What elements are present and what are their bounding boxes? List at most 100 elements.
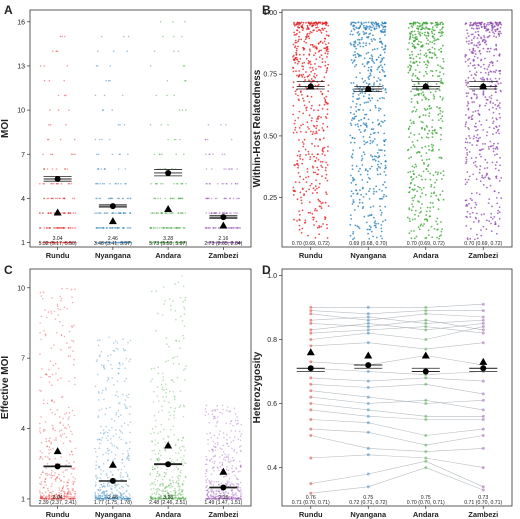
data-point xyxy=(434,171,437,174)
data-point xyxy=(111,367,113,370)
data-point xyxy=(178,479,180,482)
data-point xyxy=(129,431,131,434)
data-point xyxy=(159,483,162,486)
data-point xyxy=(318,65,320,68)
data-point xyxy=(413,196,416,199)
data-point xyxy=(40,441,43,444)
data-point xyxy=(149,474,152,476)
data-point xyxy=(158,227,161,229)
data-point xyxy=(178,241,180,244)
y-axis-label: Effective MOI xyxy=(0,356,11,420)
data-point xyxy=(45,495,48,498)
data-point xyxy=(228,168,231,170)
data-point xyxy=(46,138,49,141)
data-point xyxy=(473,73,476,75)
data-point xyxy=(128,455,130,457)
data-point xyxy=(96,476,99,479)
data-point xyxy=(156,490,158,492)
data-point xyxy=(361,157,364,160)
data-point xyxy=(238,446,241,448)
data-point xyxy=(367,232,369,235)
data-point xyxy=(471,114,474,117)
data-point xyxy=(481,414,485,418)
data-point xyxy=(181,182,184,185)
data-point xyxy=(231,467,233,470)
data-point xyxy=(98,227,100,229)
data-point xyxy=(153,390,155,393)
data-point xyxy=(210,212,213,214)
data-point xyxy=(234,227,237,229)
data-point xyxy=(324,218,326,221)
data-point xyxy=(229,483,232,486)
data-point xyxy=(155,182,157,185)
data-point xyxy=(103,168,106,170)
data-point xyxy=(219,241,222,244)
data-point xyxy=(419,224,422,227)
data-point xyxy=(236,241,239,244)
data-point xyxy=(315,48,318,50)
data-point xyxy=(327,50,329,53)
data-point xyxy=(121,432,124,434)
data-point xyxy=(377,131,380,134)
data-point xyxy=(40,295,43,297)
data-point xyxy=(184,241,186,244)
data-point xyxy=(379,97,381,100)
data-point xyxy=(178,406,181,409)
data-point xyxy=(216,437,219,439)
data-point xyxy=(351,117,354,119)
data-point xyxy=(362,206,365,208)
data-point xyxy=(232,470,234,473)
data-point xyxy=(325,161,328,164)
data-point xyxy=(427,170,430,173)
data-point xyxy=(105,407,108,410)
data-point xyxy=(51,241,53,244)
data-point xyxy=(239,227,242,229)
data-point xyxy=(490,230,493,233)
data-point xyxy=(481,325,485,329)
y-tick-label: 0.8 xyxy=(267,337,277,344)
data-point xyxy=(156,472,159,475)
data-point xyxy=(95,197,97,200)
data-point xyxy=(216,241,219,244)
data-point xyxy=(379,235,382,237)
y-tick-label: 13 xyxy=(17,63,25,70)
data-point xyxy=(301,29,304,31)
data-point xyxy=(384,25,387,28)
data-point xyxy=(425,168,428,170)
data-point xyxy=(42,298,44,300)
data-point xyxy=(230,460,232,462)
data-point xyxy=(153,153,156,156)
data-point xyxy=(205,227,207,229)
data-point xyxy=(100,469,102,471)
data-point xyxy=(180,493,182,496)
data-point xyxy=(94,447,96,450)
data-point xyxy=(179,197,182,200)
data-point xyxy=(239,241,242,244)
data-point xyxy=(320,31,323,34)
data-point xyxy=(230,182,233,185)
data-point xyxy=(492,122,494,125)
data-point xyxy=(349,111,352,114)
data-point xyxy=(495,44,498,47)
data-point xyxy=(383,144,386,146)
data-point xyxy=(416,77,419,80)
data-point xyxy=(153,50,156,52)
data-point xyxy=(354,53,357,56)
data-point xyxy=(154,453,157,455)
data-point xyxy=(159,241,161,244)
data-point xyxy=(226,480,229,482)
data-point xyxy=(182,227,185,229)
data-point xyxy=(154,241,157,244)
data-point xyxy=(63,197,65,200)
data-point xyxy=(413,230,415,232)
data-point xyxy=(108,138,111,141)
data-point xyxy=(496,99,498,102)
mean-point xyxy=(109,203,116,210)
data-point xyxy=(484,41,486,44)
y-tick-label: 0.4 xyxy=(267,465,277,472)
data-point xyxy=(366,141,369,143)
data-point xyxy=(208,182,211,185)
data-point xyxy=(60,334,63,337)
data-point xyxy=(60,429,63,431)
x-tick-label: Nyangana xyxy=(350,510,387,519)
